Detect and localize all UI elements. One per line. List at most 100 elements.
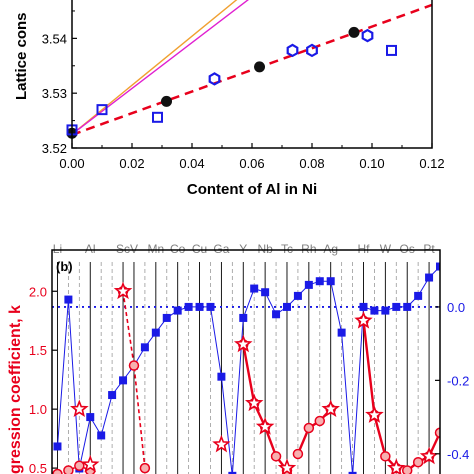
element-label: Pt	[423, 242, 435, 256]
right-series-point	[392, 302, 401, 311]
square-point	[96, 104, 108, 116]
element-label: Tc	[281, 242, 293, 256]
element-label: Ga	[213, 242, 229, 256]
left-series-point	[270, 451, 282, 462]
x-tick-label: 0.00	[59, 156, 84, 171]
right-series-point	[119, 376, 128, 385]
panel-a-fit-lines	[72, 0, 432, 137]
element-label: Al	[85, 242, 96, 256]
right-series-point	[348, 471, 357, 474]
right-series-point	[436, 262, 440, 271]
panel-b-element-labels: Li Al Sc V Mn Co Cu Ga Y Nb Tc Rh Ag Hf W Os Pt	[53, 242, 436, 256]
left-series-line	[406, 432, 440, 472]
right-series-point	[315, 277, 324, 286]
left-series-star	[277, 458, 297, 474]
left-series-point	[63, 465, 74, 474]
left-series-star	[80, 454, 100, 473]
element-label: Co	[170, 242, 186, 256]
right-series-point	[86, 413, 95, 422]
left-series-star	[70, 399, 89, 417]
left-series-star	[386, 458, 406, 474]
hexagon-point	[306, 43, 318, 58]
left-series-point	[292, 448, 304, 460]
element-label: W	[380, 242, 392, 256]
panel-a-y-tick-labels: 3.52 3.53 3.54	[42, 31, 67, 156]
left-y-tick-label: 1.0	[29, 402, 47, 417]
right-series-point	[304, 280, 313, 289]
left-y-tick-label: 0.5	[29, 461, 47, 474]
panel-a-x-tick-labels: 0.00 0.02 0.04 0.06 0.08 0.10 0.12	[59, 156, 444, 171]
element-label: Ag	[323, 242, 338, 256]
left-series-star	[244, 393, 264, 412]
x-tick-label: 0.02	[119, 156, 144, 171]
right-series-point	[370, 306, 379, 315]
left-series-point	[314, 415, 326, 427]
element-label: Li	[53, 242, 62, 256]
element-label: Rh	[301, 242, 316, 256]
fit-line-solid-magenta	[72, 0, 249, 135]
panel-b-regression-chart: Li Al Sc V Mn Co Cu Ga Y Nb Tc Rh Ag Hf W Os Pt 0.5 1.0 1.…	[7, 242, 469, 474]
x-tick-label: 0.08	[299, 156, 324, 171]
hexagon-point	[208, 72, 221, 86]
left-series-point	[401, 465, 413, 474]
left-series-star	[321, 399, 340, 417]
panel-a-axis-frame	[71, 0, 433, 149]
right-series-point	[173, 306, 182, 315]
x-tick-label: 0.06	[239, 156, 264, 171]
right-series-point	[53, 442, 62, 451]
left-y-tick-label: 1.5	[29, 343, 47, 358]
right-series-point	[217, 372, 226, 381]
fit-line-dashed	[72, 3, 432, 137]
panel-a-ticks	[71, 10, 433, 149]
right-series-point	[184, 302, 193, 311]
right-series-point	[381, 306, 390, 315]
element-label: V	[130, 242, 138, 256]
right-series-point	[403, 302, 412, 311]
right-series-point	[272, 310, 281, 319]
right-y-tick-label: -0.2	[447, 373, 469, 388]
panel-b-axis-frame	[51, 249, 441, 474]
left-series-point	[128, 360, 140, 371]
x-tick-label: 0.12	[419, 156, 444, 171]
element-label: Y	[239, 242, 247, 256]
black-sphere-point	[254, 61, 265, 73]
right-series-point	[64, 295, 73, 304]
right-series-point	[206, 302, 215, 311]
panel-b-left-ticks: 0.5 1.0 1.5 2.0	[29, 284, 57, 474]
panel-a-y-axis-label: Lattice cons	[13, 12, 30, 100]
right-series-point	[261, 288, 270, 297]
right-series-point	[282, 302, 291, 311]
left-series-point	[380, 451, 391, 462]
element-label: Cu	[192, 242, 207, 256]
right-series-point	[151, 328, 160, 337]
element-label: Nb	[257, 242, 273, 256]
right-series-point	[162, 313, 171, 322]
y-tick-label: 3.54	[42, 31, 67, 46]
right-series-point	[414, 291, 423, 300]
left-series-point	[303, 422, 315, 434]
left-series-line	[57, 464, 91, 474]
right-series-point	[293, 291, 302, 300]
left-series-point	[139, 462, 151, 474]
left-series-star	[212, 434, 231, 453]
left-y-tick-label: 2.0	[29, 284, 47, 299]
right-series-point	[425, 273, 434, 282]
left-series-point	[434, 427, 440, 438]
panel-a-lattice-constant-chart: 0.00 0.02 0.04 0.06 0.08 0.10 0.12 3.523.533.5…	[13, 0, 445, 198]
panel-b-left-axis-label: gression coefficient, k	[7, 305, 24, 474]
left-series-star	[255, 417, 275, 435]
panel-a-x-axis-label: Content of Al in Ni	[187, 181, 317, 198]
right-series-point	[239, 313, 248, 322]
panel-b-element-gridlines	[57, 262, 441, 474]
right-series-point	[140, 343, 149, 352]
left-series-point	[52, 468, 63, 474]
left-series-star	[233, 334, 253, 353]
right-series-point	[108, 391, 117, 400]
y-tick-label: 3.53	[42, 86, 67, 101]
right-series-point	[337, 328, 346, 337]
black-sphere-point	[161, 95, 172, 107]
left-series-line	[296, 408, 332, 455]
panel-a-data-points	[66, 26, 397, 139]
right-series-point	[359, 302, 368, 311]
